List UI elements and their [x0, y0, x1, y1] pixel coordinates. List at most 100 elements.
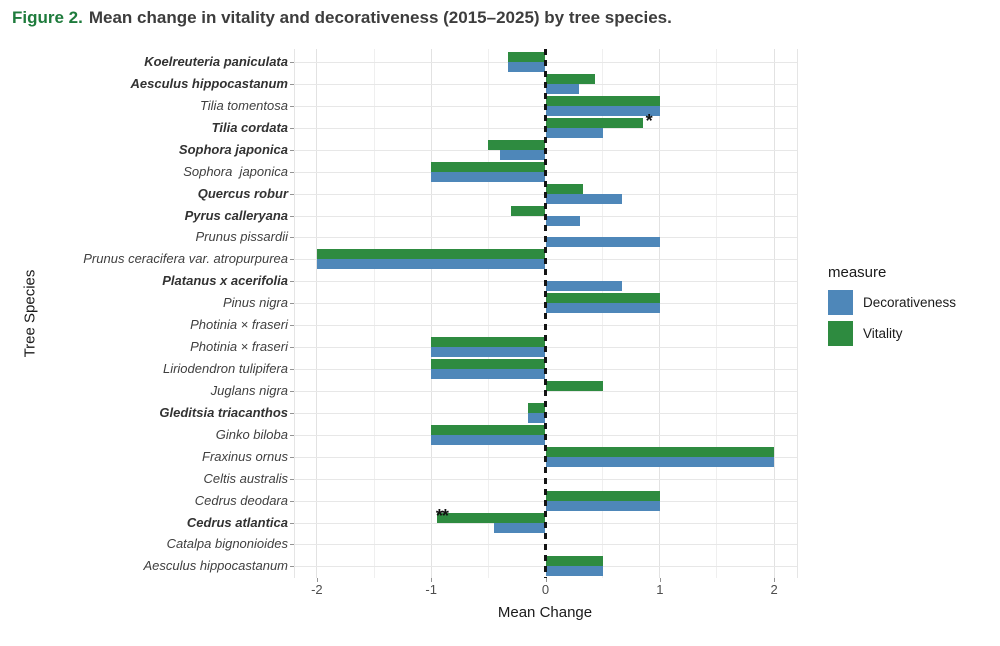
y-tick: [290, 456, 294, 458]
bar-decorativeness: [431, 434, 546, 445]
species-label: Juglans nigra: [210, 382, 288, 398]
y-tick: [290, 62, 294, 63]
x-tick-label: -2: [311, 582, 323, 597]
significance-annotation: *: [645, 110, 653, 131]
species-label: Koelreuteria paniculata: [144, 54, 288, 69]
x-gridline-major: [430, 49, 432, 578]
y-tick: [290, 522, 294, 524]
y-tick: [290, 566, 294, 568]
species-label: Celtis australis: [203, 470, 288, 486]
y-tick: [290, 347, 294, 349]
significance-annotation: **: [435, 505, 449, 526]
y-tick: [290, 544, 294, 546]
legend-swatch-vitality: [828, 321, 853, 346]
y-tick: [290, 83, 294, 85]
y-tick: [290, 412, 294, 414]
x-gridline-minor: [373, 49, 375, 578]
x-gridline-major: [316, 49, 318, 578]
species-label: Cedrus deodara: [194, 492, 288, 508]
x-gridline-minor: [716, 49, 718, 578]
y-tick: [290, 281, 294, 283]
species-label: Prunus pissardii: [195, 229, 289, 245]
x-gridline-minor: [602, 49, 604, 578]
x-gridline-minor: [487, 49, 489, 578]
y-tick: [290, 500, 294, 502]
bar-decorativeness: [316, 259, 546, 270]
bar-vitality: [545, 446, 775, 457]
y-axis-labels: Koelreuteria paniculata Aesculus hippocas…: [0, 49, 288, 578]
bar-vitality: [545, 95, 660, 106]
x-gridline-edge: [293, 49, 295, 578]
y-tick: [290, 127, 294, 129]
bar-decorativeness: [431, 347, 546, 358]
bar-decorativeness: [545, 193, 623, 204]
y-tick: [290, 193, 294, 195]
y-tick: [290, 215, 294, 217]
bar-vitality: [545, 556, 603, 567]
x-tick: [431, 578, 433, 582]
bar-decorativeness: [528, 412, 546, 423]
bar-vitality: [545, 183, 584, 194]
bar-decorativeness: [545, 566, 603, 577]
zero-reference-line: [544, 49, 547, 578]
species-label: Aesculus hippocastanum: [143, 558, 288, 574]
species-label: Sophora japonica: [183, 163, 288, 179]
species-label: Tilia cordata: [211, 119, 288, 135]
y-tick: [290, 434, 294, 436]
x-axis-title: Mean Change: [497, 604, 593, 621]
figure-title-text: Mean change in vitality and decorativene…: [88, 8, 672, 27]
y-tick: [290, 149, 294, 151]
y-tick: [290, 237, 294, 239]
bar-vitality: [545, 380, 603, 391]
species-label: Liriodendron tulipifera: [162, 361, 288, 377]
figure-title: Figure 2. Mean change in vitality and dec…: [12, 8, 672, 28]
legend-label: Decorativeness: [863, 295, 957, 310]
bar-vitality: [436, 512, 546, 523]
x-tick-label: -1: [425, 582, 437, 597]
y-tick: [290, 303, 294, 305]
species-label: Aesculus hippocastanum: [130, 75, 288, 91]
y-tick: [290, 478, 294, 480]
bar-vitality: [431, 161, 546, 172]
bar-vitality: [431, 359, 546, 370]
y-tick: [290, 369, 294, 371]
bar-decorativeness: [545, 456, 775, 467]
species-label: Catalpa bignonioides: [166, 536, 288, 552]
x-tick: [545, 578, 547, 582]
y-tick: [290, 390, 294, 392]
species-label: Platanus x acerifolia: [162, 273, 288, 289]
bar-decorativeness: [545, 127, 603, 138]
bar-decorativeness: [545, 281, 623, 292]
species-label: Prunus ceracifera var. atropurpurea: [83, 251, 288, 267]
bar-vitality: [488, 139, 546, 150]
bar-decorativeness: [545, 105, 660, 116]
bar-vitality: [545, 117, 643, 128]
x-tick: [774, 578, 776, 582]
bar-decorativeness: [545, 83, 579, 94]
legend: measure Decorativeness Vitality: [828, 264, 956, 352]
species-label: Tilia tomentosa: [199, 97, 288, 113]
x-tick-label: 0: [541, 582, 550, 597]
bar-vitality: [545, 490, 660, 501]
y-tick: [290, 105, 294, 107]
bar-decorativeness: [494, 522, 546, 533]
plot-panel: * **: [293, 49, 798, 578]
species-label: Photinia × fraseri: [190, 339, 288, 355]
bar-decorativeness: [431, 369, 546, 380]
figure-label: Figure 2.: [12, 8, 83, 27]
species-label: Pyrus calleryana: [184, 207, 288, 223]
bar-decorativeness: [431, 171, 546, 182]
bar-vitality: [511, 205, 546, 216]
x-gridline-major: [659, 49, 661, 578]
species-label: Quercus robur: [197, 185, 288, 201]
species-label: Fraxinus ornus: [202, 448, 288, 464]
bar-decorativeness: [507, 62, 546, 72]
x-gridline-major: [773, 49, 775, 578]
species-label: Sophora japonica: [178, 141, 288, 157]
bar-vitality: [431, 424, 546, 435]
species-label: Ginko biloba: [215, 426, 288, 442]
y-tick: [290, 171, 294, 173]
bar-vitality: [545, 73, 595, 84]
bar-vitality: [528, 402, 546, 413]
